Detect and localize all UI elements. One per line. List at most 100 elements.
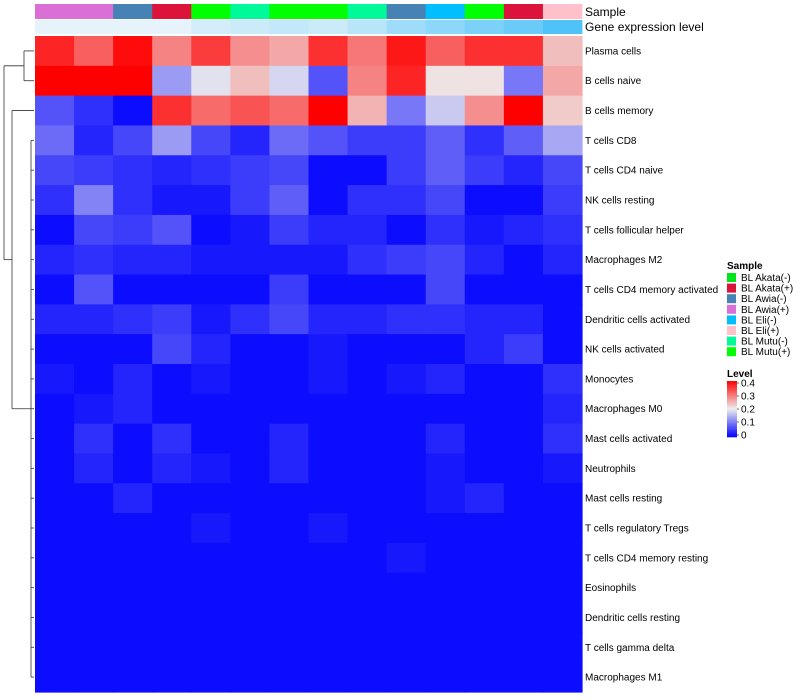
heatmap-cell bbox=[386, 95, 427, 127]
heatmap-cell bbox=[542, 334, 583, 365]
heatmap-cell bbox=[386, 483, 427, 514]
heatmap-cell bbox=[542, 125, 583, 156]
level-legend-gradient bbox=[727, 425, 737, 428]
level-annotation-cell bbox=[464, 20, 505, 34]
row-label: Mast cells activated bbox=[585, 434, 672, 445]
heatmap-cell bbox=[113, 602, 153, 633]
level-annotation-cell bbox=[503, 20, 544, 34]
heatmap-cell bbox=[425, 453, 466, 484]
row-label: Dendritic cells resting bbox=[585, 613, 680, 624]
heatmap-cell bbox=[503, 65, 544, 97]
heatmap-cell bbox=[425, 602, 466, 633]
heatmap-cell bbox=[191, 65, 231, 97]
heatmap-cell bbox=[230, 185, 271, 216]
heatmap-cell bbox=[191, 274, 231, 305]
heatmap-cell bbox=[74, 334, 114, 365]
heatmap-cell bbox=[503, 483, 544, 514]
heatmap-cell bbox=[464, 483, 505, 514]
heatmap-cell bbox=[35, 364, 75, 395]
sample-legend-swatch bbox=[727, 347, 736, 357]
heatmap-cell bbox=[230, 632, 271, 663]
heatmap-cell bbox=[191, 393, 231, 425]
heatmap-cell bbox=[269, 483, 310, 514]
heatmap-cell bbox=[230, 244, 271, 276]
heatmap-cell bbox=[503, 125, 544, 156]
heatmap-cell bbox=[113, 95, 153, 127]
heatmap-cell bbox=[152, 334, 192, 365]
heatmap-cell bbox=[113, 542, 153, 574]
heatmap-cell bbox=[542, 542, 583, 574]
level-annotation-cell bbox=[542, 20, 583, 34]
heatmap-cell bbox=[152, 423, 192, 455]
heatmap-cell bbox=[74, 542, 114, 574]
heatmap-cell bbox=[542, 364, 583, 395]
heatmap-cell bbox=[347, 423, 388, 455]
level-legend-gradient bbox=[727, 393, 737, 396]
heatmap-cell bbox=[542, 393, 583, 425]
heatmap-cell bbox=[230, 65, 271, 97]
heatmap-cell bbox=[503, 542, 544, 574]
heatmap-cell bbox=[269, 662, 310, 693]
heatmap-cell bbox=[152, 662, 192, 693]
heatmap-cell bbox=[152, 602, 192, 633]
heatmap-cell bbox=[386, 214, 427, 246]
level-legend-gradient bbox=[727, 390, 737, 393]
heatmap-cell bbox=[35, 453, 75, 484]
heatmap-cell bbox=[35, 483, 75, 514]
heatmap-cell bbox=[35, 185, 75, 216]
heatmap-cell bbox=[35, 572, 75, 604]
heatmap-cell bbox=[191, 453, 231, 484]
level-annotation-cell bbox=[386, 20, 427, 34]
heatmap-cell bbox=[269, 36, 310, 67]
heatmap-cell bbox=[230, 393, 271, 425]
sample-annotation-cell bbox=[152, 4, 192, 19]
heatmap-cell bbox=[152, 125, 192, 156]
heatmap-cell bbox=[386, 423, 427, 455]
row-label: NK cells activated bbox=[585, 345, 664, 356]
heatmap-cell bbox=[542, 95, 583, 127]
sample-legend-label: BL Awia(-) bbox=[741, 294, 787, 305]
heatmap-cell bbox=[542, 36, 583, 67]
heatmap-cell bbox=[347, 304, 388, 335]
row-label: Mast cells resting bbox=[585, 494, 662, 505]
level-legend-gradient bbox=[727, 430, 737, 432]
heatmap-cell bbox=[386, 393, 427, 425]
heatmap-cell bbox=[269, 393, 310, 425]
heatmap-cell bbox=[269, 125, 310, 156]
heatmap-cell bbox=[425, 65, 466, 97]
heatmap-cell bbox=[425, 572, 466, 604]
sample-annotation-cell bbox=[269, 4, 309, 19]
heatmap-cell bbox=[503, 304, 544, 335]
heatmap-cell bbox=[74, 304, 114, 335]
heatmap-cell bbox=[230, 542, 271, 574]
heatmap-cell bbox=[35, 602, 75, 633]
heatmap-cell bbox=[464, 453, 505, 484]
heatmap-cell bbox=[464, 572, 505, 604]
row-label: NK cells resting bbox=[585, 196, 654, 207]
heatmap-cell bbox=[191, 244, 231, 276]
sample-legend-swatch bbox=[727, 326, 736, 335]
heatmap-cell bbox=[386, 662, 427, 693]
sample-legend-swatch bbox=[727, 294, 736, 304]
heatmap-cell bbox=[308, 36, 349, 67]
heatmap-cell bbox=[269, 274, 310, 305]
heatmap-cell bbox=[503, 95, 544, 127]
heatmap-cell bbox=[230, 155, 271, 186]
heatmap-cell bbox=[269, 632, 310, 663]
heatmap-cell bbox=[425, 185, 466, 216]
heatmap-cell bbox=[347, 214, 388, 246]
heatmap-cell bbox=[152, 393, 192, 425]
heatmap-cell bbox=[425, 244, 466, 276]
level-legend-gradient bbox=[727, 411, 737, 414]
heatmap-cell bbox=[308, 572, 349, 604]
heatmap-cell bbox=[542, 214, 583, 246]
heatmap-cell bbox=[503, 513, 544, 544]
heatmap-cell bbox=[464, 185, 505, 216]
row-label: Macrophages M1 bbox=[585, 673, 663, 684]
heatmap-cell bbox=[386, 602, 427, 633]
heatmap-cell bbox=[425, 334, 466, 365]
level-legend-gradient bbox=[727, 428, 737, 431]
heatmap-cell bbox=[74, 185, 114, 216]
heatmap-cell bbox=[503, 632, 544, 663]
heatmap-cell bbox=[464, 662, 505, 693]
